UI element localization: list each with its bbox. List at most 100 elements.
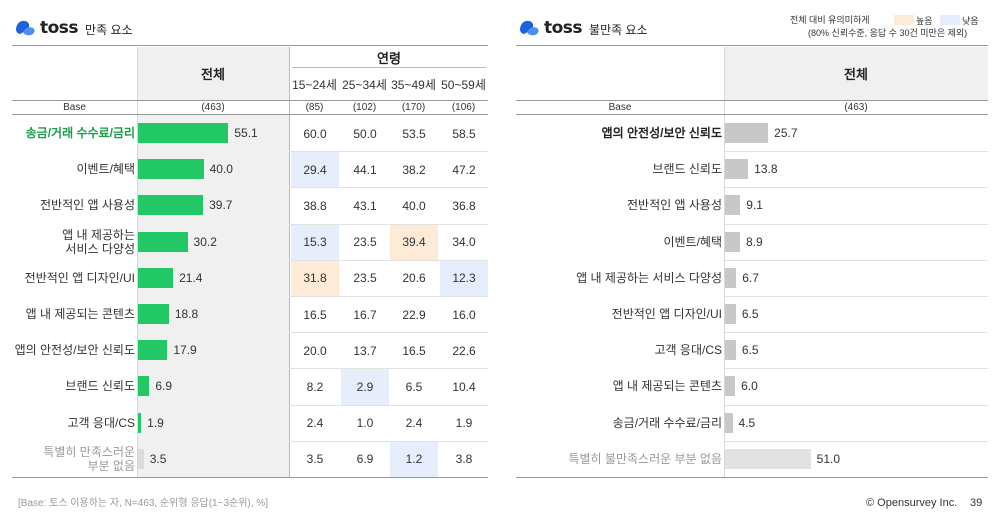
left-chart-title: 만족 요소 <box>85 23 133 37</box>
age-value-cell: 58.5 <box>452 126 476 141</box>
age-base-count: (170) <box>401 101 426 113</box>
total-bar-value: 18.8 <box>174 307 199 321</box>
total-bar <box>725 123 769 143</box>
age-value-cell: 1.0 <box>356 416 374 431</box>
row-label: 앱의 안전성/보안 신뢰도 <box>516 115 722 151</box>
age-base-count: (85) <box>305 101 324 113</box>
total-bar-value: 21.4 <box>179 270 203 285</box>
age-value-cell: 44.1 <box>353 162 377 177</box>
row-separator <box>138 440 488 442</box>
left-title-divider <box>12 45 488 46</box>
row-separator <box>138 296 488 297</box>
row-label: 앱 내 제공하는 서비스 다양성 <box>516 260 722 296</box>
total-bar <box>138 448 144 469</box>
legend-note-line1: 전체 대비 유의미하게 <box>790 15 870 25</box>
legend-high-label: 높음 <box>916 16 933 26</box>
row-label-line: 전반적인 앱 사용성 <box>40 198 135 213</box>
age-value-cell: 16.7 <box>353 307 377 322</box>
row-separator <box>138 259 488 261</box>
right-total-divider <box>724 47 725 477</box>
row-label: 특별히 불만족스러운 부분 없음 <box>516 441 722 477</box>
age-value-cell: 20.0 <box>303 343 327 358</box>
row-label-line: 송금/거래 수수료/금리 <box>612 415 722 430</box>
row-label: 전반적인 앱 디자인/UI <box>12 260 135 296</box>
total-bar-value: 30.2 <box>193 234 217 249</box>
row-label: 전반적인 앱 사용성 <box>12 187 135 223</box>
age-value-cell: 22.9 <box>402 307 426 322</box>
total-bar <box>725 231 740 252</box>
row-label-line: 전반적인 앱 디자인/UI <box>24 270 135 285</box>
total-bar-value: 8.9 <box>745 234 763 249</box>
age-value-cell: 6.5 <box>405 379 423 394</box>
row-separator <box>725 296 988 297</box>
row-label-line: 전반적인 앱 디자인/UI <box>611 307 722 322</box>
right-title-divider <box>516 45 988 46</box>
age-value-cell: 53.5 <box>402 126 426 141</box>
row-label-line: 서비스 다양성 <box>65 241 135 256</box>
age-value-cell: 36.8 <box>452 198 476 213</box>
row-separator <box>138 187 488 189</box>
row-label: 브랜드 신뢰도 <box>12 368 135 404</box>
age-value-cell: 39.4 <box>390 224 438 260</box>
right-total-header: 전체 <box>844 67 868 82</box>
row-separator <box>725 440 988 442</box>
age-value-cell: 23.5 <box>353 235 377 250</box>
row-separator <box>138 404 488 406</box>
total-bar <box>725 340 736 361</box>
right-base-total: (463) <box>844 101 868 113</box>
row-label: 전반적인 앱 디자인/UI <box>516 296 722 332</box>
age-value-cell: 43.1 <box>353 198 377 213</box>
age-value-cell: 3.5 <box>306 452 324 467</box>
right-total-column-bg <box>724 47 988 100</box>
total-bar <box>138 412 142 433</box>
total-bar-value: 4.5 <box>738 415 756 430</box>
age-value-cell: 16.0 <box>452 307 476 322</box>
age-value-cell: 16.5 <box>303 307 327 322</box>
brand-right: toss 불만족 요소 <box>518 18 648 38</box>
total-bar-value: 6.7 <box>742 270 759 285</box>
age-value-cell: 15.3 <box>291 224 339 260</box>
legend-high-swatch <box>894 15 914 25</box>
row-label-line: 고객 응대/CS <box>67 415 136 430</box>
total-bar-value: 6.9 <box>155 379 172 394</box>
total-cell-bg <box>138 440 289 477</box>
row-label-line: 브랜드 신뢰도 <box>65 379 135 394</box>
row-separator <box>725 223 988 225</box>
total-bar <box>725 448 811 469</box>
total-bar-value: 6.0 <box>741 379 758 394</box>
row-label-line: 특별히 만족스러운 <box>43 444 135 459</box>
total-bar-value: 40.0 <box>209 162 233 177</box>
brand-left: toss 만족 요소 <box>14 18 133 38</box>
total-bar-value: 17.9 <box>173 343 197 358</box>
total-bar <box>138 159 204 180</box>
row-label: 앱 내 제공하는 서비스 다양성 <box>12 224 135 260</box>
row-label: 전반적인 앱 사용성 <box>516 187 722 223</box>
age-value-cell: 20.6 <box>402 271 426 286</box>
age-value-cell: 38.2 <box>402 162 426 177</box>
age-value-cell: 31.8 <box>291 260 339 296</box>
total-bar <box>138 231 188 252</box>
total-bar <box>725 159 749 180</box>
right-base-label: Base <box>608 101 632 113</box>
age-value-cell: 2.4 <box>405 416 423 431</box>
age-group-header: 35~49세 <box>391 77 436 92</box>
row-separator <box>725 151 988 153</box>
age-value-cell: 2.9 <box>341 369 389 405</box>
row-separator <box>138 332 488 334</box>
total-bar-value: 55.1 <box>234 126 258 140</box>
row-separator <box>725 187 988 189</box>
age-value-cell: 12.3 <box>440 260 488 296</box>
row-label-line: 앱 내 제공하는 <box>62 227 135 242</box>
age-value-cell: 16.5 <box>402 343 426 358</box>
row-label-line: 앱 내 제공하는 서비스 다양성 <box>576 270 722 285</box>
age-value-cell: 8.2 <box>306 379 324 394</box>
right-header-bottom-line <box>516 100 988 101</box>
total-bar-value: 1.9 <box>147 415 164 430</box>
row-label-line: 부분 없음 <box>87 458 136 473</box>
row-label: 고객 응대/CS <box>516 332 723 368</box>
row-label-line: 전반적인 앱 사용성 <box>627 198 722 213</box>
brand-wordmark: toss <box>544 18 583 38</box>
total-bar <box>138 304 169 324</box>
right-chart-title: 불만족 요소 <box>589 23 648 37</box>
total-bar <box>138 123 229 143</box>
